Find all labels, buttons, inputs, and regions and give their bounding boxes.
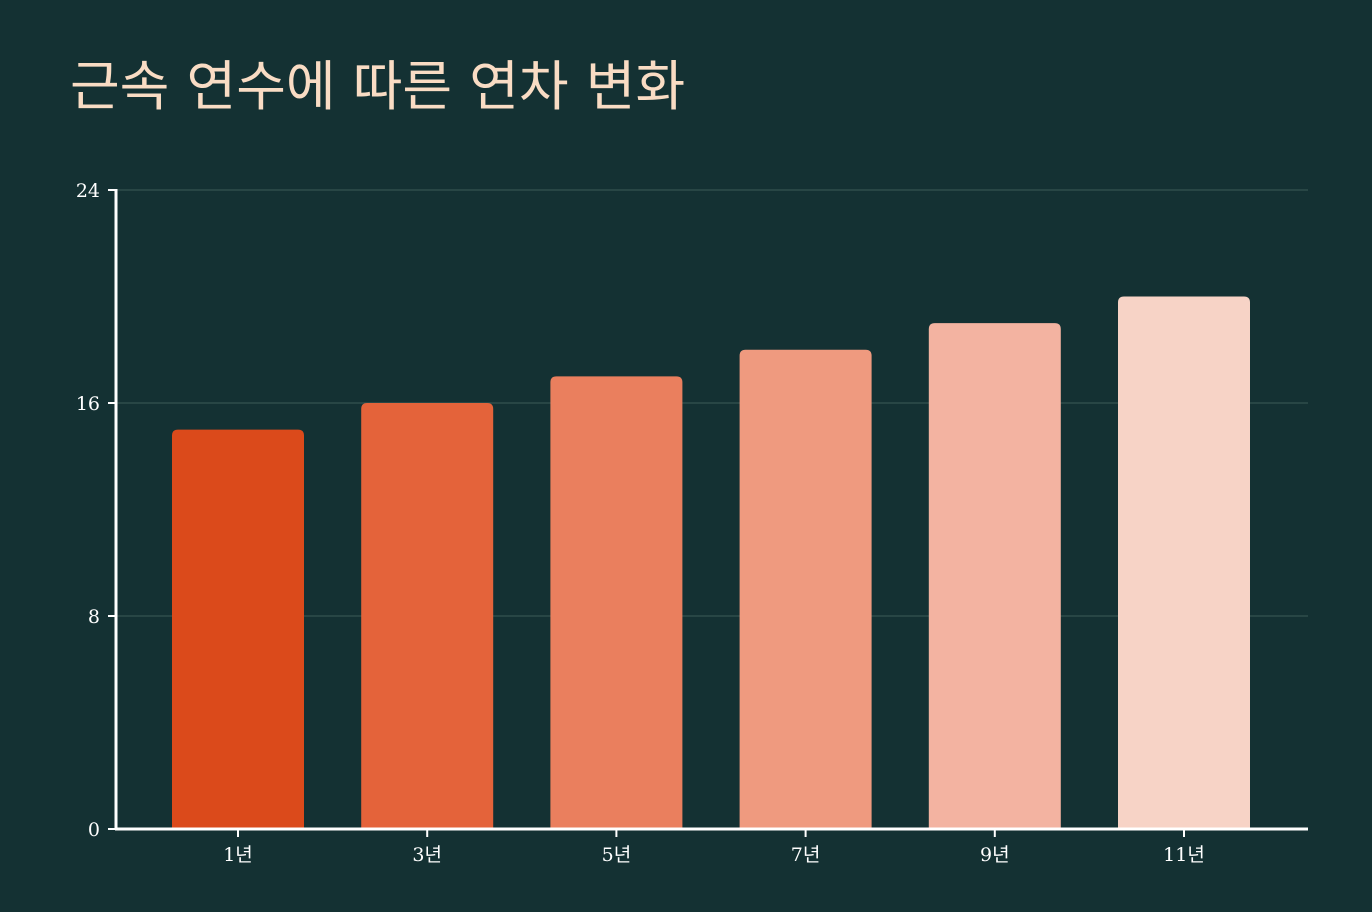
x-tick-label: 9년	[980, 844, 1010, 866]
chart-title: 근속 연수에 따른 연차 변화	[70, 55, 686, 118]
x-tick-label: 3년	[412, 844, 442, 866]
bar-1년	[172, 429, 304, 829]
y-tick-label: 8	[88, 606, 100, 628]
bar-7년	[739, 349, 872, 829]
bar-9년	[928, 323, 1061, 829]
y-tick-label: 0	[88, 819, 100, 841]
bar-11년	[1118, 296, 1250, 829]
y-tick-label: 24	[76, 180, 100, 202]
x-tick-label: 1년	[223, 844, 253, 866]
x-tick-label: 7년	[791, 844, 821, 866]
x-tick-label: 5년	[602, 844, 632, 866]
bar-5년	[550, 376, 683, 829]
y-tick-label: 16	[76, 393, 100, 415]
bar-3년	[361, 403, 494, 829]
x-tick-label: 11년	[1163, 844, 1205, 866]
